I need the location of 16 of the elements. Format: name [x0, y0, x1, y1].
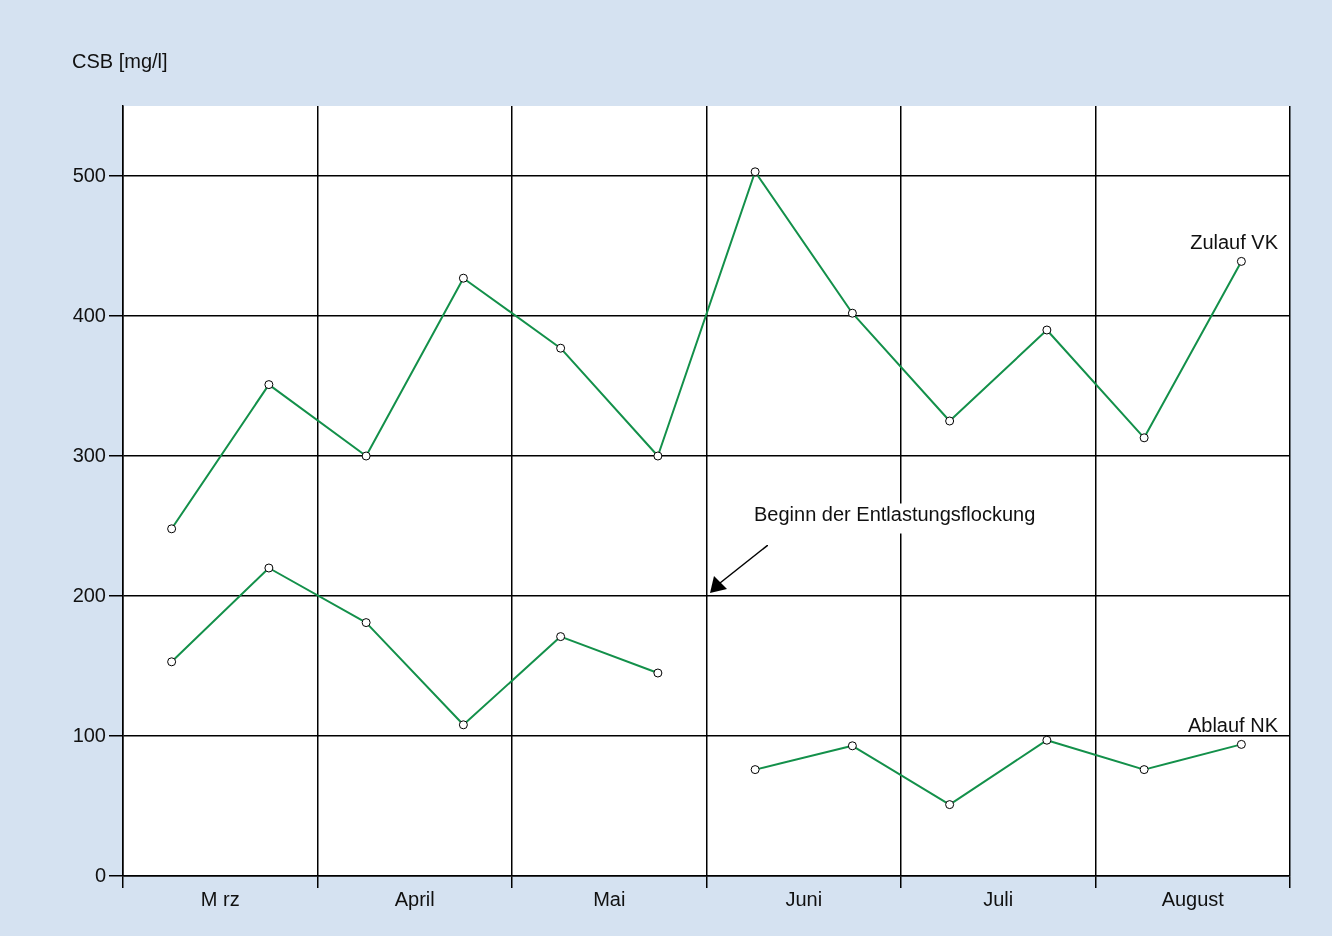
x-tick-label: Mai — [593, 887, 626, 910]
y-tick-label: 200 — [72, 583, 106, 606]
x-tick-label: August — [1161, 887, 1225, 910]
series-label: Ablauf NK — [1187, 713, 1279, 736]
annotation: Beginn der Entlastungsflockung — [754, 502, 1036, 525]
y-tick-label: 0 — [94, 863, 106, 886]
y-tick-label: 400 — [72, 303, 106, 326]
y-tick-label: 300 — [72, 443, 106, 466]
x-tick-label: Juni — [785, 887, 823, 910]
x-tick-label: Juli — [983, 887, 1014, 910]
y-tick-label: 100 — [72, 723, 106, 746]
x-tick-label: April — [394, 887, 435, 910]
y-tick-label: 500 — [72, 163, 106, 186]
series-label: Zulauf VK — [1190, 230, 1279, 253]
y-axis-title: CSB [mg/l] — [72, 49, 168, 72]
x-tick-label: M rz — [200, 887, 240, 910]
